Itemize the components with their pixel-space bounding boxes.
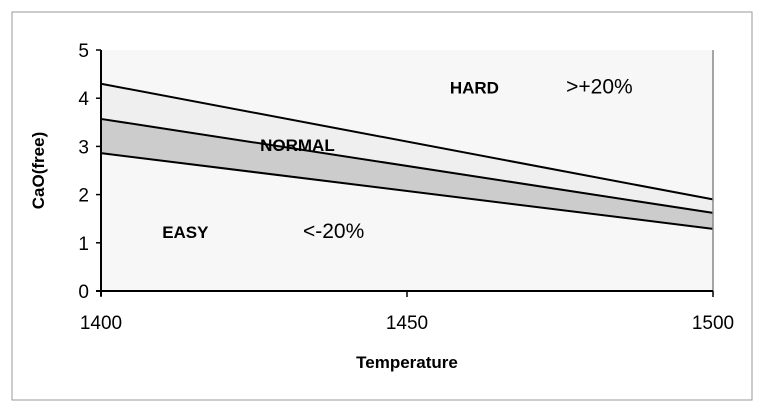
y-tick-label: 4 bbox=[78, 89, 89, 110]
x-axis-label: Temperature bbox=[356, 353, 458, 372]
annotation-hard: HARD bbox=[450, 78, 499, 97]
annotation-normal: NORMAL bbox=[260, 136, 335, 155]
y-tick-label: 3 bbox=[78, 137, 89, 158]
y-axis-label: CaO(free) bbox=[29, 132, 48, 209]
annotation-easy: EASY bbox=[162, 223, 209, 242]
upper-band bbox=[101, 83, 713, 213]
x-tick-label: 1450 bbox=[386, 313, 428, 334]
y-tick-label: 5 bbox=[78, 41, 89, 62]
boundary-line-3 bbox=[100, 152, 714, 230]
lower-band bbox=[101, 118, 713, 229]
boundary-line-2 bbox=[100, 117, 714, 214]
y-tick-label: 0 bbox=[78, 282, 89, 303]
y-tick-label: 1 bbox=[78, 234, 89, 255]
boundary-line-1 bbox=[100, 82, 714, 201]
y-tick-label: 2 bbox=[78, 186, 89, 207]
x-tick-label: 1500 bbox=[692, 313, 734, 334]
annotation-20: >+20% bbox=[566, 75, 633, 98]
annotation-20: <-20% bbox=[303, 220, 364, 243]
x-tick-label: 1400 bbox=[80, 313, 122, 334]
